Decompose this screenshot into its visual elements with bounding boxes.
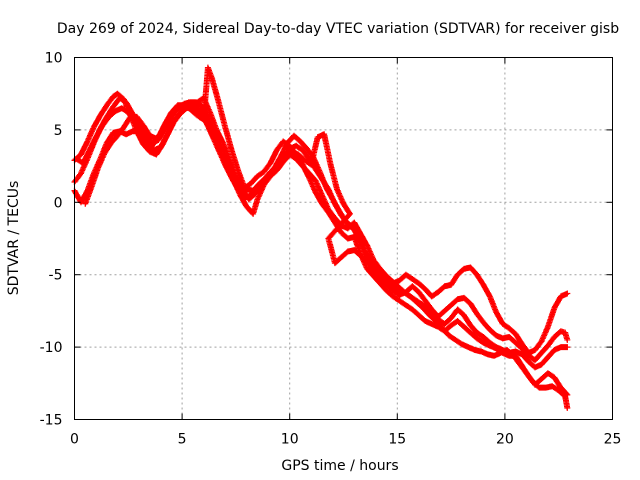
series-track-4 bbox=[82, 99, 571, 356]
x-tick-label: 5 bbox=[178, 432, 187, 448]
data-points-track-3 bbox=[71, 64, 571, 398]
x-tick-label: 10 bbox=[281, 432, 299, 448]
series-track-3 bbox=[71, 64, 571, 398]
x-axis-label: GPS time / hours bbox=[281, 458, 398, 474]
y-tick-label: -10 bbox=[40, 340, 63, 356]
axis-layer: 0 5 10 15 20 25 10 5 0 -5 -10 -15 bbox=[40, 51, 622, 448]
x-tick-label: 0 bbox=[70, 432, 79, 448]
x-tick-label: 20 bbox=[496, 432, 514, 448]
y-tick-label: -15 bbox=[40, 413, 63, 429]
chart-title: Day 269 of 2024, Sidereal Day-to-day VTE… bbox=[57, 21, 619, 37]
data-points-track-4 bbox=[82, 99, 571, 356]
plot-frame bbox=[74, 57, 613, 420]
x-tick-label: 15 bbox=[388, 432, 406, 448]
data-layer bbox=[71, 64, 571, 411]
y-tick-label: -5 bbox=[49, 268, 63, 284]
data-points-track-5 bbox=[73, 103, 571, 364]
y-tick-label: 5 bbox=[54, 123, 63, 139]
y-axis-label: SDTVAR / TECUs bbox=[6, 181, 22, 296]
grid-layer bbox=[74, 57, 613, 420]
x-tick-label: 25 bbox=[604, 432, 622, 448]
y-tick-label: 10 bbox=[45, 51, 63, 67]
y-tick-label: 0 bbox=[54, 195, 63, 211]
series-track-5 bbox=[73, 103, 571, 364]
